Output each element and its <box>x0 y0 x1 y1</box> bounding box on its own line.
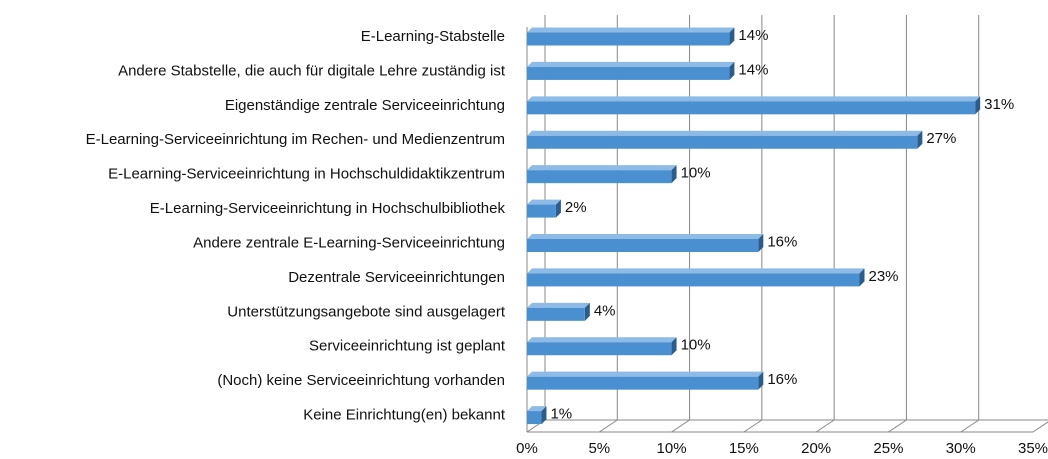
bar <box>527 135 918 149</box>
bar <box>527 411 542 425</box>
bar-top <box>527 234 764 239</box>
bar-top <box>527 199 561 205</box>
bar <box>527 170 672 184</box>
bar-top <box>527 27 735 33</box>
y-tick-label: Unterstützungsangebote sind ausgelagert <box>227 303 506 320</box>
value-label: 27% <box>926 130 956 147</box>
value-label: 14% <box>738 27 768 44</box>
y-tick-label: Serviceeinrichtung ist geplant <box>309 338 506 355</box>
x-tick-label: 0% <box>516 440 538 457</box>
x-tick-label: 10% <box>657 440 687 457</box>
bar-side <box>555 199 561 218</box>
x-tick-label: 35% <box>1018 440 1048 457</box>
y-tick-label: Eigenständige zentrale Serviceeinrichtun… <box>225 97 505 114</box>
bar-top <box>527 302 590 308</box>
bar-top <box>527 337 677 343</box>
bar-top <box>527 406 547 412</box>
bar-side <box>584 302 590 321</box>
bar-side <box>671 165 677 184</box>
bar-top <box>527 130 923 136</box>
bar-side <box>917 130 923 149</box>
y-tick-label: E-Learning-Serviceeinrichtung in Hochsch… <box>108 166 505 183</box>
grid-line <box>888 419 907 433</box>
x-tick-label: 5% <box>588 440 610 457</box>
grid-line <box>815 419 835 433</box>
bar-side <box>671 337 677 356</box>
bar <box>527 101 976 115</box>
bar-side <box>758 371 764 390</box>
value-label: 23% <box>869 268 899 285</box>
x-tick-label: 15% <box>729 440 759 457</box>
bar-side <box>729 61 735 80</box>
y-tick-label: Dezentrale Serviceeinrichtungen <box>288 269 505 286</box>
value-label: 1% <box>550 406 572 423</box>
bar-side <box>729 27 735 46</box>
value-label: 16% <box>767 233 797 250</box>
bar <box>527 32 730 46</box>
bar-top <box>527 268 865 274</box>
y-tick-label: Andere zentrale E-Learning-Serviceeinric… <box>193 234 505 251</box>
y-tick-label: (Noch) keine Serviceeinrichtung vorhande… <box>217 372 505 389</box>
grid-line <box>671 419 690 433</box>
value-label: 10% <box>681 165 711 182</box>
bar-top <box>527 371 764 377</box>
bar <box>527 307 585 321</box>
bar <box>527 273 860 287</box>
value-label: 10% <box>681 337 711 354</box>
bar-top <box>527 96 981 102</box>
bar <box>527 342 672 356</box>
y-tick-label: E-Learning-Serviceeinrichtung in Hochsch… <box>150 200 506 217</box>
x-tick-label: 25% <box>873 440 903 457</box>
value-label: 14% <box>738 61 768 78</box>
value-label: 16% <box>767 371 797 388</box>
value-label: 2% <box>565 199 587 216</box>
x-tick-label: 30% <box>946 440 976 457</box>
grid-line <box>960 419 979 433</box>
bar-top <box>527 165 677 171</box>
bar-side <box>541 406 547 425</box>
y-tick-label: Andere Stabstelle, die auch für digitale… <box>118 62 506 79</box>
y-tick-label: E-Learning-Stabstelle <box>361 28 505 45</box>
grid-line <box>1032 421 1048 433</box>
x-tick-label: 20% <box>801 440 831 457</box>
grid-line <box>743 419 763 433</box>
value-label: 31% <box>984 96 1014 113</box>
bar <box>527 376 759 390</box>
grid-line <box>599 419 618 433</box>
y-tick-label: E-Learning-Serviceeinrichtung im Rechen-… <box>86 131 505 148</box>
bar <box>527 204 556 218</box>
y-tick-label: Keine Einrichtung(en) bekannt <box>303 407 506 424</box>
value-label: 4% <box>594 302 616 319</box>
bar-side <box>859 268 865 287</box>
bar-side <box>975 96 981 115</box>
bar-side <box>758 234 764 252</box>
bar <box>527 239 759 252</box>
bar-top <box>527 61 735 67</box>
bar <box>527 66 730 80</box>
